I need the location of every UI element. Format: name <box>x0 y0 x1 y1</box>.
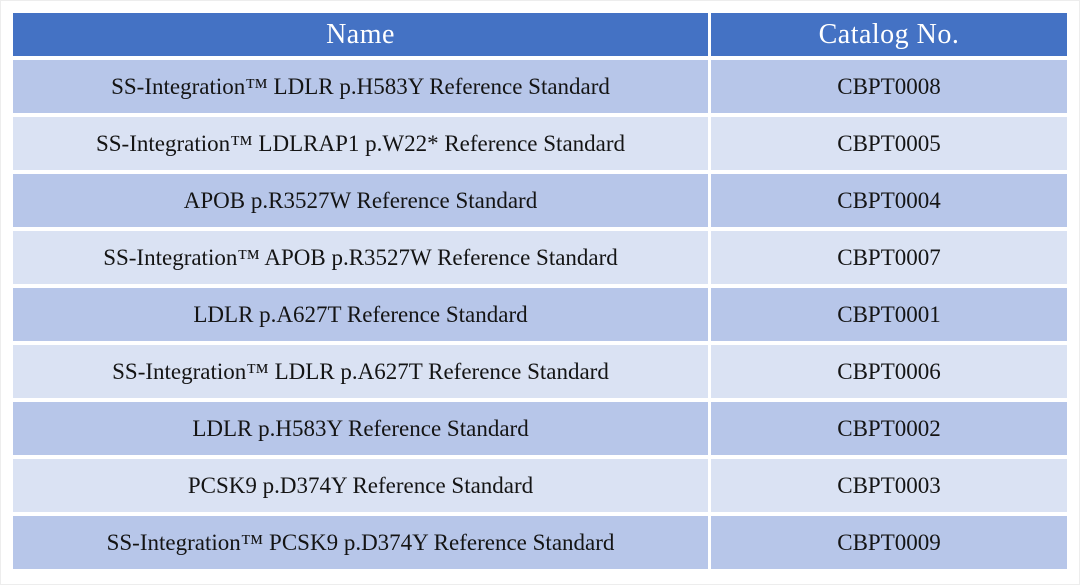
table-row: LDLR p.H583Y Reference Standard CBPT0002 <box>13 402 1067 455</box>
name-cell: APOB p.R3527W Reference Standard <box>13 174 708 227</box>
table-header-row: Name Catalog No. <box>13 13 1067 56</box>
catalog-cell: CBPT0009 <box>711 516 1067 569</box>
name-cell: SS-Integration™ PCSK9 p.D374Y Reference … <box>13 516 708 569</box>
table-row: LDLR p.A627T Reference Standard CBPT0001 <box>13 288 1067 341</box>
name-cell: PCSK9 p.D374Y Reference Standard <box>13 459 708 512</box>
catalog-cell: CBPT0007 <box>711 231 1067 284</box>
name-cell: LDLR p.H583Y Reference Standard <box>13 402 708 455</box>
table-row: SS-Integration™ APOB p.R3527W Reference … <box>13 231 1067 284</box>
table-row: PCSK9 p.D374Y Reference Standard CBPT000… <box>13 459 1067 512</box>
table-row: APOB p.R3527W Reference Standard CBPT000… <box>13 174 1067 227</box>
catalog-cell: CBPT0003 <box>711 459 1067 512</box>
catalog-cell: CBPT0001 <box>711 288 1067 341</box>
name-cell: SS-Integration™ APOB p.R3527W Reference … <box>13 231 708 284</box>
reference-standards-table: Name Catalog No. SS-Integration™ LDLR p.… <box>13 13 1067 569</box>
name-cell: LDLR p.A627T Reference Standard <box>13 288 708 341</box>
table-row: SS-Integration™ PCSK9 p.D374Y Reference … <box>13 516 1067 569</box>
table-row: SS-Integration™ LDLR p.A627T Reference S… <box>13 345 1067 398</box>
name-cell: SS-Integration™ LDLRAP1 p.W22* Reference… <box>13 117 708 170</box>
catalog-cell: CBPT0006 <box>711 345 1067 398</box>
catalog-cell: CBPT0002 <box>711 402 1067 455</box>
catalog-cell: CBPT0008 <box>711 60 1067 113</box>
column-header-name: Name <box>13 13 708 56</box>
name-cell: SS-Integration™ LDLR p.H583Y Reference S… <box>13 60 708 113</box>
table-row: SS-Integration™ LDLRAP1 p.W22* Reference… <box>13 117 1067 170</box>
catalog-cell: CBPT0004 <box>711 174 1067 227</box>
table-row: SS-Integration™ LDLR p.H583Y Reference S… <box>13 60 1067 113</box>
name-cell: SS-Integration™ LDLR p.A627T Reference S… <box>13 345 708 398</box>
column-header-catalog-no: Catalog No. <box>711 13 1067 56</box>
catalog-cell: CBPT0005 <box>711 117 1067 170</box>
